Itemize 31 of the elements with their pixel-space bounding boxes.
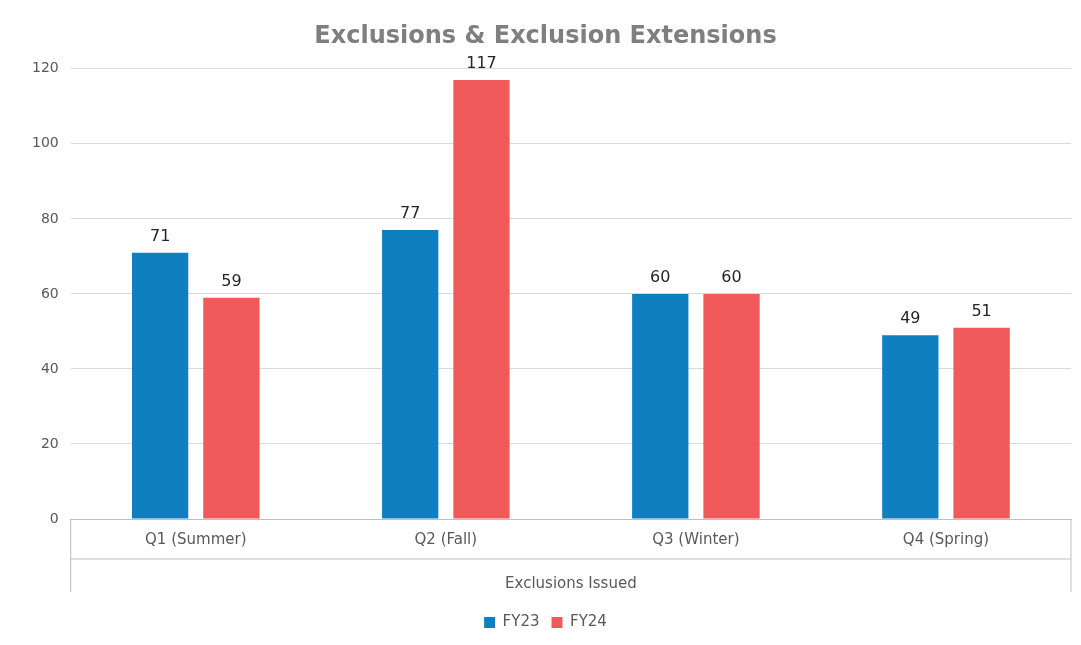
- bar: [131, 252, 189, 519]
- x-tick-label: Q2 (Fall): [414, 529, 478, 548]
- y-tick-label: 0: [49, 509, 59, 526]
- bar: [382, 230, 439, 519]
- bar: [703, 293, 760, 519]
- data-label: 59: [221, 270, 242, 290]
- data-label: 71: [149, 225, 171, 245]
- y-tick-label: 20: [40, 434, 59, 451]
- bar: [203, 297, 260, 519]
- x-tick-label: Q4 (Spring): [902, 529, 990, 548]
- bar: [453, 80, 510, 519]
- legend-label: FY23: [502, 612, 540, 631]
- data-label: 49: [900, 308, 921, 328]
- legend-label: FY24: [570, 612, 607, 631]
- chart-title: Exclusions & Exclusion Extensions: [314, 20, 777, 49]
- bar: [953, 327, 1010, 519]
- y-tick-label: 100: [31, 134, 59, 151]
- y-tick-label: 40: [40, 359, 59, 376]
- y-tick-label: 120: [31, 59, 59, 76]
- x-axis-title: Exclusions Issued: [505, 573, 637, 592]
- y-tick-label: 60: [40, 284, 59, 301]
- data-label: 51: [971, 300, 992, 320]
- x-tick-label: Q3 (Winter): [652, 529, 740, 548]
- data-label: 60: [650, 267, 671, 287]
- data-label: 117: [466, 53, 497, 73]
- data-label: 77: [400, 203, 421, 223]
- bar: [882, 335, 939, 519]
- data-label: 60: [721, 267, 742, 287]
- bar: [632, 293, 689, 519]
- y-tick-label: 80: [40, 209, 59, 226]
- x-tick-label: Q1 (Summer): [145, 529, 247, 548]
